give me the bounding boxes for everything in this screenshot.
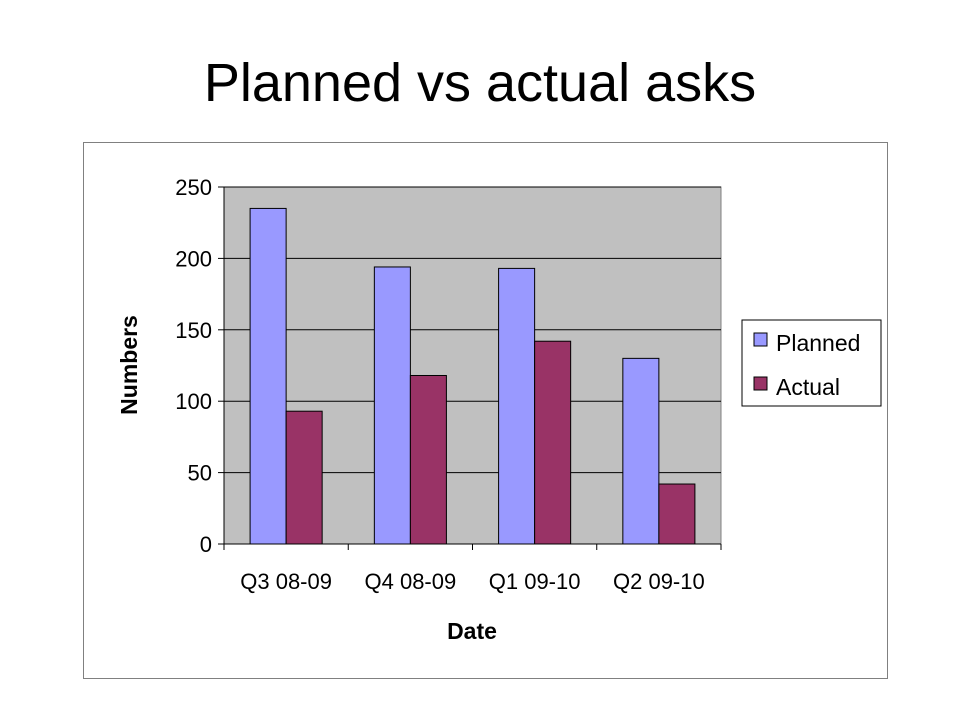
legend-swatch-planned <box>753 332 768 347</box>
x-tick-label: Q2 09-10 <box>613 569 705 594</box>
legend-swatch-actual <box>753 376 768 391</box>
bar-planned-2 <box>498 267 536 545</box>
y-tick-label: 50 <box>188 461 212 486</box>
x-tick-label: Q4 08-09 <box>365 569 457 594</box>
x-axis-title: Date <box>447 618 497 644</box>
legend-box <box>741 319 882 407</box>
bar-planned-1 <box>373 266 411 545</box>
x-tick-label: Q3 08-09 <box>240 569 332 594</box>
chart-frame: 0 50 100 150 200 250 Q3 08-09 Q4 08-09 Q1 09-10… <box>83 142 888 679</box>
bar-actual-3 <box>658 483 696 545</box>
y-axis-title: Numbers <box>116 315 142 415</box>
y-tick-label: 200 <box>175 246 212 271</box>
bar-actual-1 <box>409 374 447 545</box>
y-tick-label: 100 <box>175 389 212 414</box>
y-tick-label: 150 <box>175 318 212 343</box>
x-tick-label: Q1 09-10 <box>489 569 581 594</box>
bar-actual-0 <box>285 410 323 545</box>
legend-label-actual: Actual <box>776 374 840 400</box>
y-tick-label: 0 <box>200 532 212 557</box>
bar-chart: 0 50 100 150 200 250 Q3 08-09 Q4 08-09 Q1 09-10… <box>116 175 882 644</box>
bar-actual-2 <box>534 340 572 545</box>
bar-planned-3 <box>622 357 660 545</box>
bar-planned-0 <box>249 207 287 545</box>
legend: Planned Actual <box>741 319 882 407</box>
y-tick-label: 250 <box>175 175 212 200</box>
legend-label-planned: Planned <box>776 330 860 356</box>
slide-title: Planned vs actual asks <box>203 53 757 113</box>
